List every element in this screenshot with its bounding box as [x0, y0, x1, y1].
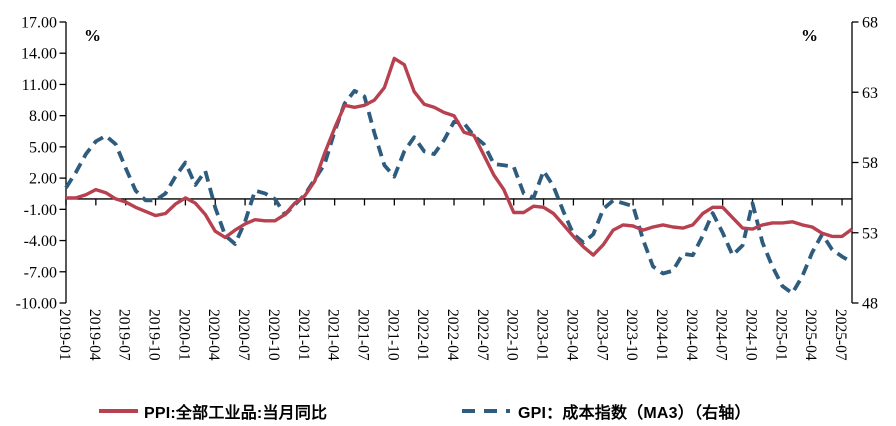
left-axis-tick-label: 8.00: [29, 108, 57, 125]
x-axis-tick-label: 2023-04: [563, 309, 580, 361]
x-axis-tick-label: 2022-10: [504, 309, 521, 361]
x-axis-tick-label: 2025-01: [772, 309, 789, 361]
x-axis-tick-label: 2022-01: [414, 309, 431, 361]
left-axis-tick-label: -7.00: [24, 264, 57, 281]
x-axis-tick-label: 2020-01: [175, 309, 192, 361]
left-axis-tick-label: 2.00: [29, 171, 57, 188]
x-axis-tick-label: 2021-07: [354, 309, 371, 361]
gpi-dashed-line-marker: [462, 409, 510, 413]
left-axis-tick-label: -10.00: [16, 296, 57, 313]
left-axis-unit-label: %: [84, 26, 101, 45]
x-axis-tick-label: 2022-04: [444, 309, 461, 361]
x-axis-tick-label: 2024-04: [683, 309, 700, 361]
x-axis-tick-label: 2021-01: [295, 309, 312, 361]
legend-item-ppi: PPI:全部工业品:当月同比: [99, 399, 327, 423]
x-axis-tick-label: 2022-07: [474, 309, 491, 361]
x-axis-tick-label: 2025-04: [802, 309, 819, 361]
left-axis-tick-label: 17.00: [21, 15, 57, 32]
legend-label-ppi: PPI:全部工业品:当月同比: [144, 405, 328, 422]
x-axis-tick-label: 2020-10: [265, 309, 282, 361]
x-axis-tick-label: 2021-04: [325, 309, 342, 361]
x-axis-tick-label: 2019-07: [116, 309, 133, 361]
ppi-series-line: [66, 56, 854, 257]
x-axis-tick-label: 2023-10: [623, 309, 640, 361]
left-axis-tick-label: 11.00: [22, 77, 57, 94]
legend-item-gpi: GPI：成本指数（MA3）（右轴）: [462, 399, 751, 423]
x-axis-tick-label: 2019-10: [146, 309, 163, 361]
x-axis-tick-label: 2023-07: [593, 309, 610, 361]
left-axis-tick-label: 14.00: [21, 46, 57, 63]
ppi-line-marker: [99, 409, 138, 413]
x-axis-tick-label: 2021-10: [384, 309, 401, 361]
right-axis-unit-label: %: [801, 26, 818, 45]
left-axis-tick-label: -4.00: [24, 233, 57, 250]
x-axis-tick-label: 2024-10: [743, 309, 760, 361]
legend-label-gpi: GPI：成本指数（MA3）（右轴）: [518, 405, 751, 422]
right-axis-tick-label: 48: [862, 296, 878, 313]
x-axis-tick-label: 2024-01: [653, 309, 670, 361]
x-axis-tick-label: 2019-01: [56, 309, 73, 361]
x-axis-tick-label: 2023-01: [534, 309, 551, 361]
x-axis-tick-label: 2020-04: [205, 309, 222, 361]
left-axis-tick-label: 5.00: [29, 139, 57, 156]
x-axis-tick-label: 2024-07: [713, 309, 730, 361]
right-axis-tick-label: 58: [862, 155, 878, 172]
right-axis-tick-label: 63: [862, 85, 878, 102]
right-axis-tick-label: 53: [862, 225, 878, 242]
right-axis-tick-label: 68: [862, 15, 878, 32]
x-axis-tick-label: 2025-07: [832, 309, 849, 361]
left-axis-tick-label: -1.00: [24, 202, 57, 219]
x-axis-tick-label: 2019-04: [86, 309, 103, 361]
x-axis-tick-label: 2020-07: [235, 309, 252, 361]
